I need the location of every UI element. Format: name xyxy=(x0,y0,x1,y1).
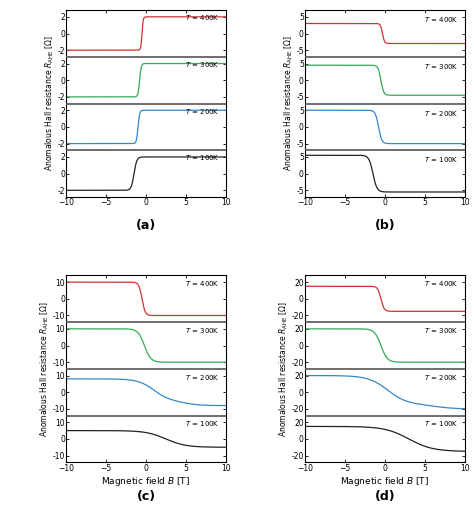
Text: $T$ = 400K: $T$ = 400K xyxy=(185,13,220,22)
Text: $T$ = 400K: $T$ = 400K xyxy=(424,279,459,289)
Text: $T$ = 300K: $T$ = 300K xyxy=(185,326,220,335)
X-axis label: Magnetic field $B$ [T]: Magnetic field $B$ [T] xyxy=(340,475,429,489)
Text: $T$ = 200K: $T$ = 200K xyxy=(185,107,220,116)
Text: $T$ = 200K: $T$ = 200K xyxy=(424,109,459,118)
Y-axis label: Anomalous Hall resistance $R_{\mathrm{AHE}}$ [$\Omega$]: Anomalous Hall resistance $R_{\mathrm{AH… xyxy=(39,301,51,437)
Text: $T$ = 200K: $T$ = 200K xyxy=(424,373,459,382)
Y-axis label: Anomalous Hall resistance $R_{\mathrm{AHE}}$ [$\Omega$]: Anomalous Hall resistance $R_{\mathrm{AH… xyxy=(283,36,295,171)
Text: $T$ = 400K: $T$ = 400K xyxy=(424,15,459,24)
Text: $T$ = 100K: $T$ = 100K xyxy=(185,420,220,428)
Text: $T$ = 300K: $T$ = 300K xyxy=(424,62,459,71)
Text: $T$ = 100K: $T$ = 100K xyxy=(424,420,459,428)
Y-axis label: Anomalous Hall resistance $R_{\mathrm{AHE}}$ [$\Omega$]: Anomalous Hall resistance $R_{\mathrm{AH… xyxy=(44,36,56,171)
Text: $T$ = 300K: $T$ = 300K xyxy=(424,326,459,335)
Text: (b): (b) xyxy=(374,219,395,232)
Text: $T$ = 300K: $T$ = 300K xyxy=(185,60,220,69)
Text: $T$ = 200K: $T$ = 200K xyxy=(185,373,220,382)
Text: $T$ = 400K: $T$ = 400K xyxy=(185,279,220,289)
Text: (c): (c) xyxy=(137,490,155,503)
Text: $T$ = 100K: $T$ = 100K xyxy=(185,153,220,163)
Text: $T$ = 100K: $T$ = 100K xyxy=(424,155,459,165)
Text: (a): (a) xyxy=(136,219,156,232)
Text: (d): (d) xyxy=(374,490,395,503)
X-axis label: Magnetic field $B$ [T]: Magnetic field $B$ [T] xyxy=(101,475,191,489)
Y-axis label: Anomalous Hall resistance $R_{\mathrm{AHE}}$ [$\Omega$]: Anomalous Hall resistance $R_{\mathrm{AH… xyxy=(278,301,290,437)
